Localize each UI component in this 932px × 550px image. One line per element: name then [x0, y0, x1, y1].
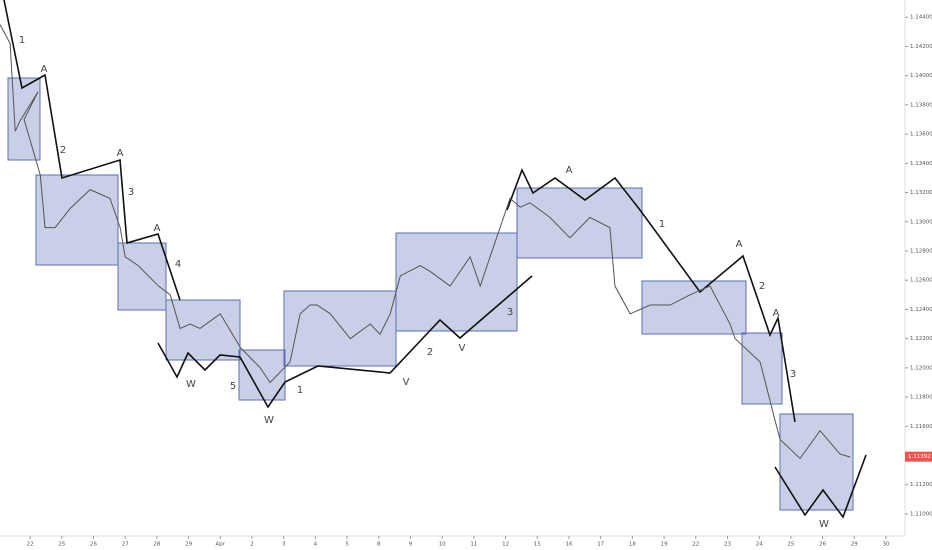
wave-label: V — [459, 343, 466, 354]
x-tick-label: 9 — [409, 542, 413, 548]
x-tick-label: 12 — [502, 542, 509, 548]
wave-line — [774, 454, 867, 519]
wave-line — [3, 0, 181, 301]
y-tick-label: 1.13200 — [910, 190, 932, 196]
box — [395, 232, 518, 332]
wave-label: 3 — [128, 187, 134, 198]
x-tick-label: 4 — [314, 542, 318, 548]
wave-label: 1 — [19, 35, 25, 46]
wave-label: 3 — [507, 307, 513, 318]
x-tick-label: 23 — [724, 542, 731, 548]
x-tick-label: 26 — [819, 542, 826, 548]
box — [779, 413, 854, 511]
box — [35, 174, 119, 266]
wave-label: A — [154, 223, 161, 234]
price-line — [0, 24, 851, 460]
x-tick-label: 15 — [534, 542, 541, 548]
wave-label: 5 — [230, 381, 236, 392]
x-tick-label: 3 — [282, 542, 286, 548]
x-tick-label: 24 — [756, 542, 763, 548]
wave-label: 1 — [659, 219, 665, 230]
x-tick-label: 18 — [629, 542, 636, 548]
y-tick-label: 1.14200 — [910, 44, 932, 50]
y-tick-label: 1.12200 — [910, 336, 932, 342]
wave-label: W — [186, 379, 196, 390]
wave-label: W — [819, 519, 829, 530]
wave-label: 2 — [427, 347, 433, 358]
x-tick-label: 8 — [377, 542, 381, 548]
x-tick-label: 5 — [345, 542, 349, 548]
x-tick-label: Apr — [216, 542, 226, 548]
wave-label: A — [566, 165, 573, 176]
x-tick-label: 22 — [27, 542, 34, 548]
wave-lines — [3, 0, 867, 519]
x-tick-label: 19 — [661, 542, 668, 548]
x-tick-label: 25 — [58, 542, 65, 548]
y-tick-label: 1.11200 — [910, 482, 932, 488]
wave-label: 2 — [759, 281, 765, 292]
x-tick-label: 25 — [787, 542, 794, 548]
wave-label: V — [403, 377, 410, 388]
x-tick-label: 17 — [597, 542, 604, 548]
wave-line — [506, 167, 796, 423]
x-tick-label: 29 — [185, 542, 192, 548]
wave-label: 3 — [790, 369, 796, 380]
wave-label: W — [264, 415, 274, 426]
x-tick-label: 22 — [692, 542, 699, 548]
last-price-label: 1.11392 — [908, 454, 931, 460]
wave-label: 2 — [60, 145, 66, 156]
y-tick-label: 1.13000 — [910, 219, 932, 225]
y-tick-label: 1.13400 — [910, 161, 932, 167]
x-tick-label: 16 — [565, 542, 572, 548]
y-tick-label: 1.12400 — [910, 307, 932, 313]
box — [165, 299, 241, 361]
x-tick-label: 27 — [122, 542, 129, 548]
y-tick-label: 1.13800 — [910, 102, 932, 108]
y-tick-label: 1.11000 — [910, 511, 932, 517]
wave-label: 4 — [175, 259, 181, 270]
wave-label: A — [773, 308, 780, 319]
y-tick-label: 1.14000 — [910, 73, 932, 79]
box — [516, 187, 643, 259]
y-tick-label: 1.13600 — [910, 132, 932, 138]
x-tick-label: 2 — [250, 542, 254, 548]
wave-label: A — [117, 148, 124, 159]
y-tick-label: 1.11800 — [910, 395, 932, 401]
wave-line — [157, 275, 533, 409]
x-tick-label: 30 — [882, 542, 889, 548]
x-tick-label: 10 — [439, 542, 446, 548]
wave-label: A — [41, 64, 48, 75]
y-tick-label: 1.11600 — [910, 424, 932, 430]
box — [283, 290, 397, 367]
x-tick-label: 28 — [153, 542, 160, 548]
box — [117, 242, 167, 311]
y-tick-label: 1.14400 — [910, 15, 932, 21]
x-tick-label: 26 — [90, 542, 97, 548]
boxes — [7, 77, 854, 511]
x-tick-label: 11 — [470, 542, 477, 548]
box — [641, 280, 747, 335]
wave-label: 1 — [297, 385, 303, 396]
y-tick-label: 1.12000 — [910, 365, 932, 371]
y-tick-label: 1.12800 — [910, 248, 932, 254]
x-tick-label: 29 — [851, 542, 858, 548]
y-tick-label: 1.12600 — [910, 278, 932, 284]
last-price-box — [905, 451, 932, 462]
wave-label: A — [736, 239, 743, 250]
